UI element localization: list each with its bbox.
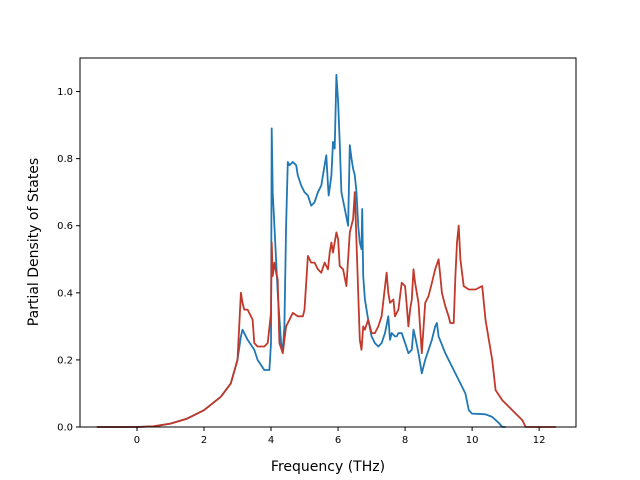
x-tick-label: 12 — [533, 435, 546, 446]
series-line-2 — [96, 191, 556, 428]
tick-layer: 0 2 4 6 8 10 12 0.0 0.2 0.4 0.6 0.8 1.0 — [57, 87, 545, 446]
x-tick-label: 4 — [268, 435, 274, 446]
y-tick-label: 1.0 — [57, 87, 73, 98]
x-tick-label: 0 — [134, 435, 140, 446]
y-tick-label: 0.8 — [57, 154, 73, 165]
y-tick-label: 0.6 — [57, 221, 73, 232]
series-line-1 — [96, 73, 506, 428]
x-tick-label: 8 — [402, 435, 408, 446]
y-tick-label: 0.2 — [57, 355, 73, 366]
x-axis-title: Frequency (THz) — [271, 459, 385, 475]
y-tick-label: 0.4 — [57, 288, 73, 299]
x-tick-label: 2 — [201, 435, 207, 446]
y-tick-label: 0.0 — [57, 423, 73, 434]
y-axis-title: Partial Density of States — [26, 158, 42, 326]
series-layer — [96, 73, 556, 428]
x-tick-label: 6 — [335, 435, 341, 446]
plot-frame — [79, 57, 577, 428]
x-tick-label: 10 — [466, 435, 479, 446]
